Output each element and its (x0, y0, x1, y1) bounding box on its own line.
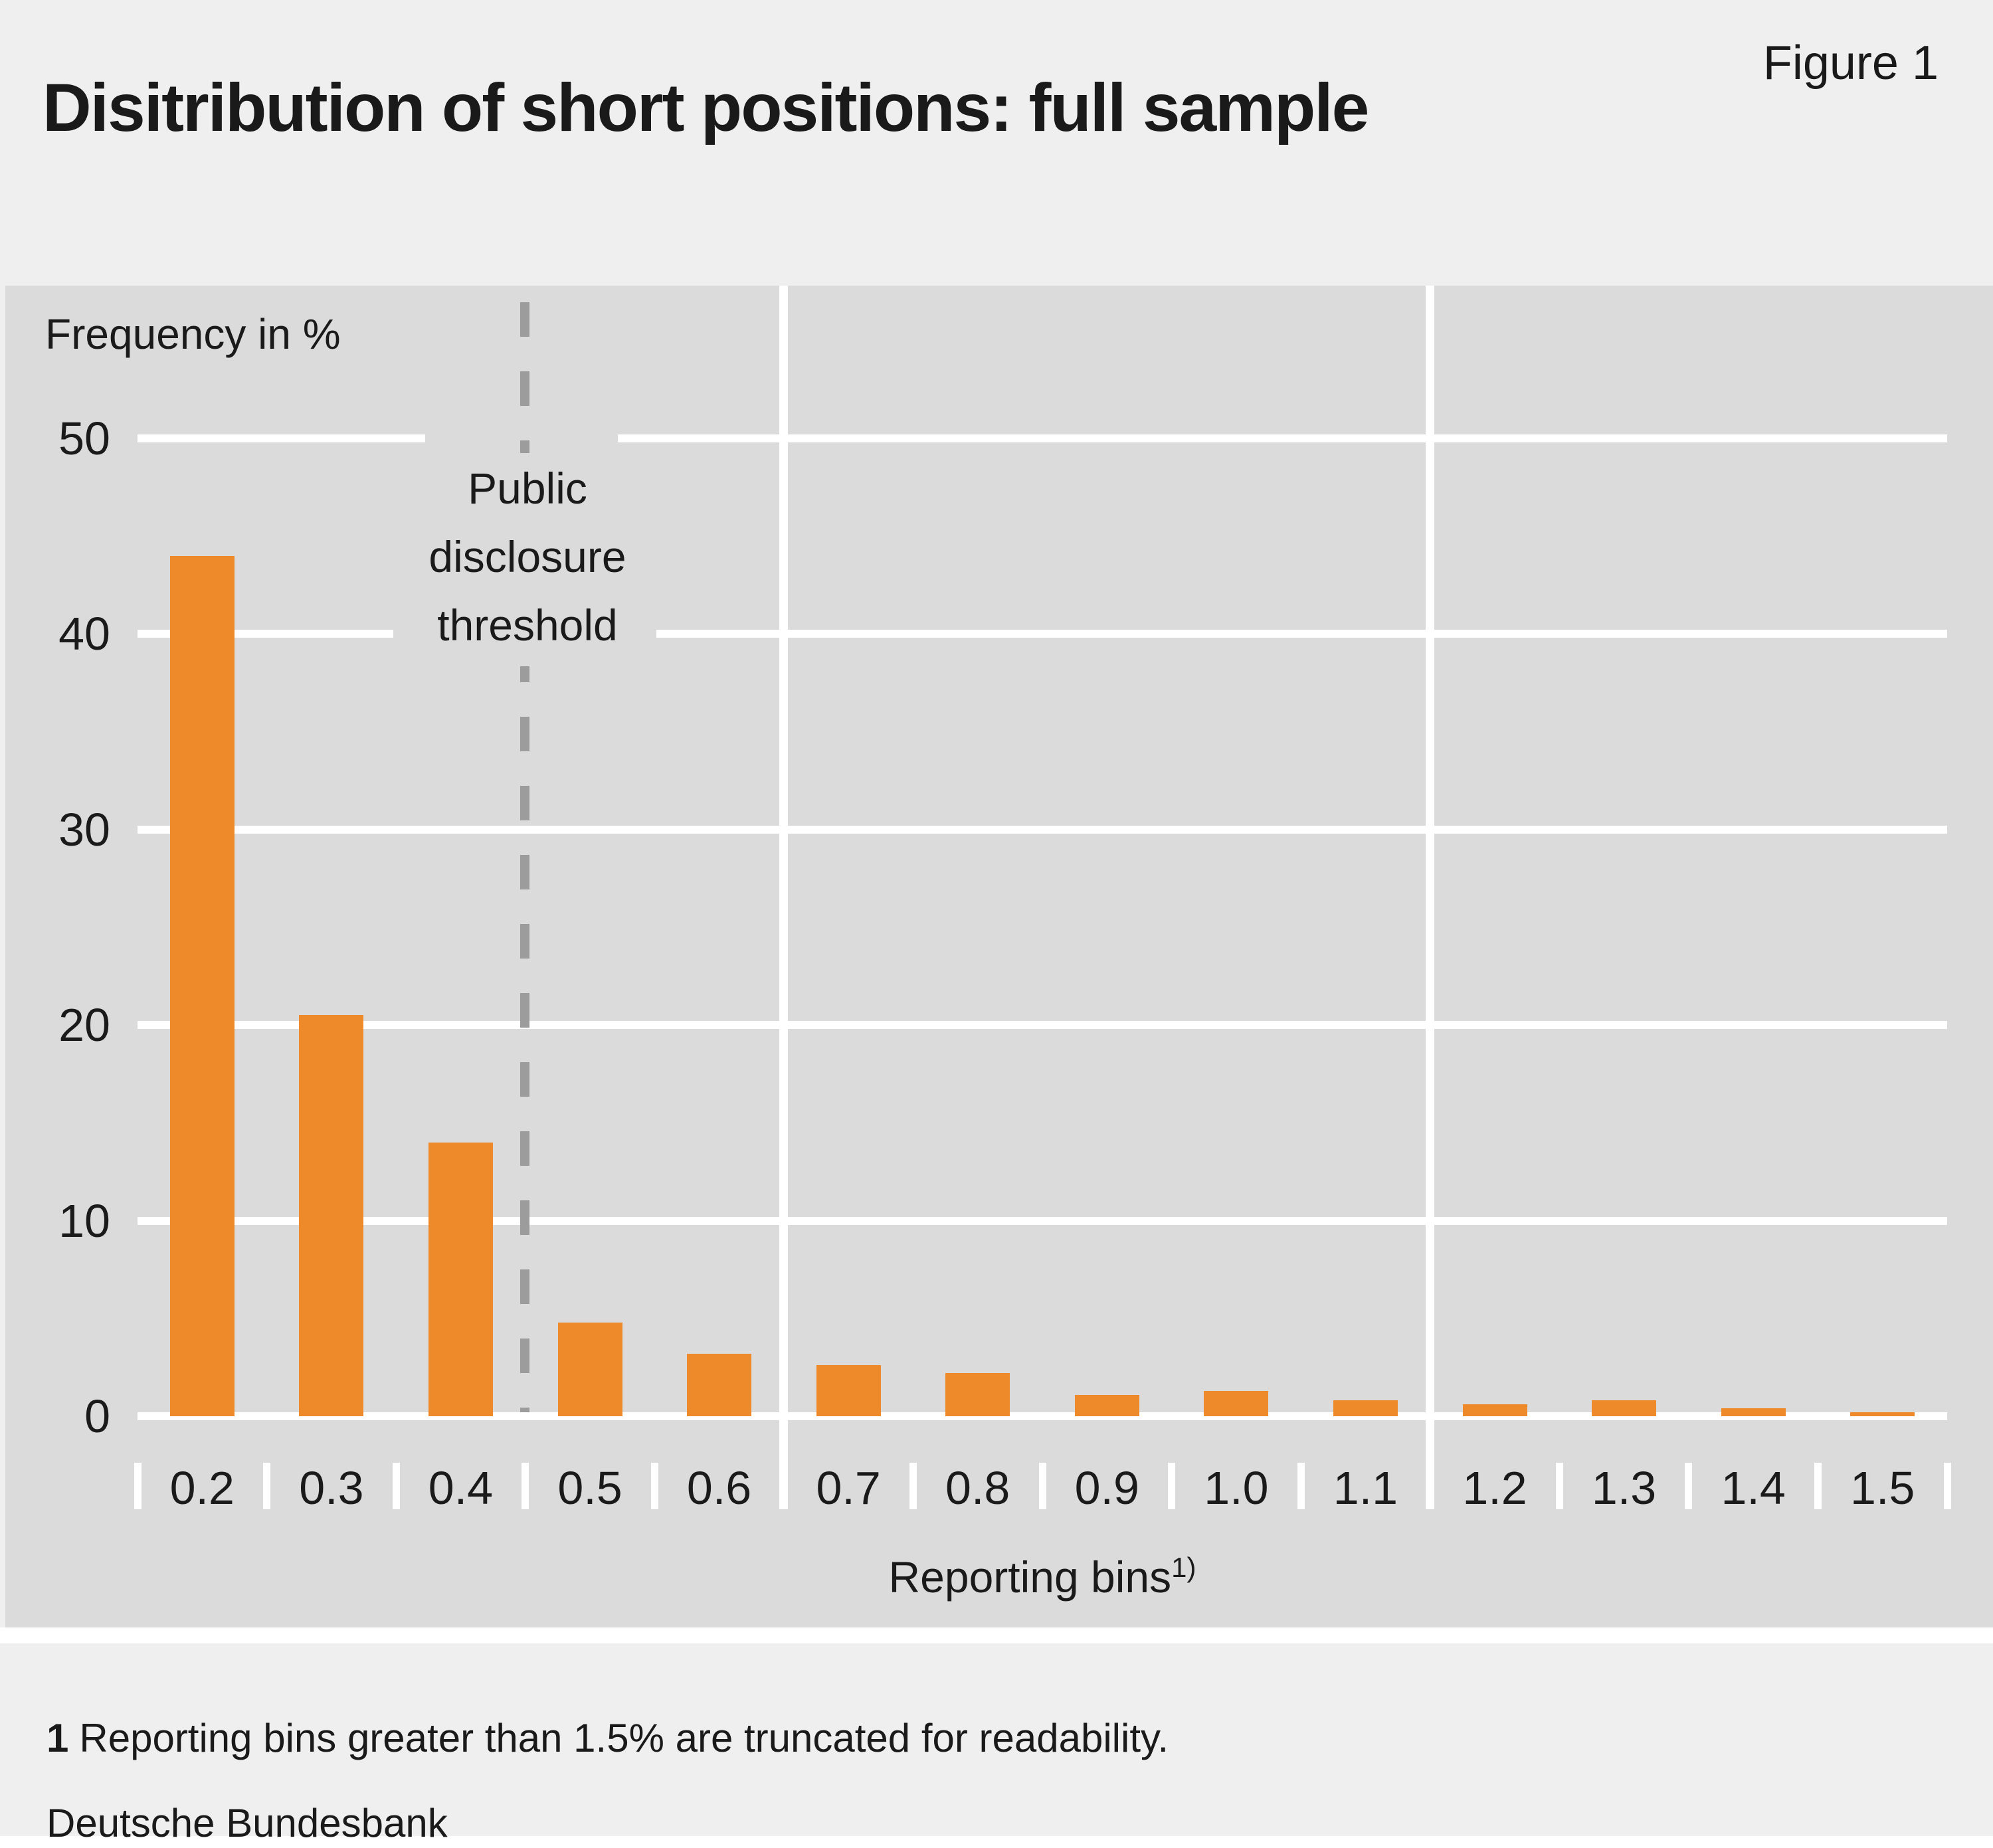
x-axis-tick-label: 1.3 (1591, 1462, 1657, 1514)
disclosure-threshold-label: Public disclosure threshold (404, 453, 651, 666)
x-axis-tick (1814, 1463, 1822, 1509)
x-axis-tick-label: 1.1 (1333, 1462, 1398, 1514)
x-axis-tick (1685, 1463, 1693, 1509)
y-gridline (618, 434, 1947, 442)
x-axis-tick (1168, 1463, 1176, 1509)
bar (945, 1373, 1010, 1416)
x-axis-tick-label: 0.4 (428, 1462, 494, 1514)
x-axis-tick-label: 1.5 (1850, 1462, 1915, 1514)
bar (1721, 1408, 1786, 1416)
x-axis-tick (650, 1463, 658, 1509)
panel-footer-divider (0, 1627, 1993, 1643)
threshold-label-line: threshold (437, 601, 618, 650)
x-axis-tick (1038, 1463, 1046, 1509)
y-axis-tick-label: 30 (58, 803, 110, 856)
bar (1462, 1404, 1527, 1416)
footnote-marker: 1 (47, 1716, 69, 1760)
x-axis-tick-label: 1.0 (1204, 1462, 1269, 1514)
y-axis-title: Frequency in % (45, 310, 341, 358)
bar (169, 555, 235, 1416)
y-gridline (138, 1412, 1947, 1420)
threshold-label-line: Public (468, 464, 587, 513)
x-axis-tick (134, 1463, 142, 1509)
y-axis-tick-label: 10 (58, 1194, 110, 1247)
vertical-gridline (779, 286, 789, 1509)
x-axis-tick-label: 0.8 (945, 1462, 1010, 1514)
x-axis-tick (1943, 1463, 1951, 1509)
chart-panel: Frequency in % Public disclosure thresho… (5, 286, 1993, 1627)
x-axis-tick (1426, 1463, 1434, 1509)
x-axis-title: Reporting bins1) (138, 1552, 1947, 1602)
x-axis-tick (780, 1463, 788, 1509)
x-axis-tick-label: 0.9 (1074, 1462, 1139, 1514)
x-axis-tick-label: 1.4 (1721, 1462, 1786, 1514)
x-axis-tick-label: 0.2 (169, 1462, 235, 1514)
page-title: Disitribution of short positions: full s… (43, 70, 1369, 146)
vertical-gridline (1426, 286, 1435, 1509)
x-axis-tick (909, 1463, 917, 1509)
bar (816, 1365, 881, 1416)
bottom-divider (0, 1836, 1993, 1848)
y-gridline (138, 434, 425, 442)
bar (428, 1142, 493, 1416)
x-axis-title-footnote-marker: 1) (1171, 1552, 1196, 1583)
bar (1592, 1400, 1657, 1416)
y-gridline (138, 825, 1947, 834)
y-axis-tick-label: 40 (58, 608, 110, 660)
source-label: Deutsche Bundesbank (47, 1801, 448, 1845)
bar (1850, 1412, 1915, 1416)
y-axis-tick-label: 20 (58, 999, 110, 1052)
bar (1333, 1400, 1398, 1416)
x-axis-tick-label: 0.5 (557, 1462, 622, 1514)
y-gridline (138, 1021, 1947, 1030)
x-axis-tick-label: 0.7 (816, 1462, 881, 1514)
bar (299, 1015, 364, 1416)
footnote: 1 Reporting bins greater than 1.5% are tr… (47, 1715, 1169, 1761)
x-axis-tick-label: 0.6 (686, 1462, 752, 1514)
y-axis-tick-label: 0 (84, 1390, 110, 1442)
x-axis-tick (263, 1463, 271, 1509)
x-axis-tick (1555, 1463, 1563, 1509)
y-gridline (138, 1216, 1947, 1225)
y-gridline (656, 630, 1947, 638)
x-axis-tick (392, 1463, 400, 1509)
footnote-text: Reporting bins greater than 1.5% are tru… (79, 1716, 1169, 1760)
bar (1204, 1390, 1269, 1416)
x-axis-tick-label: 1.2 (1462, 1462, 1527, 1514)
x-axis-tick-label: 0.3 (299, 1462, 364, 1514)
bar (687, 1353, 752, 1416)
y-axis-tick-label: 50 (58, 413, 110, 464)
x-axis-tick (522, 1463, 529, 1509)
figure-number-label: Figure 1 (1762, 37, 1939, 90)
bar (1074, 1394, 1139, 1416)
bar (557, 1322, 622, 1416)
x-axis-title-text: Reporting bins (888, 1552, 1172, 1602)
threshold-label-line: disclosure (428, 532, 626, 581)
x-axis-tick (1297, 1463, 1305, 1509)
